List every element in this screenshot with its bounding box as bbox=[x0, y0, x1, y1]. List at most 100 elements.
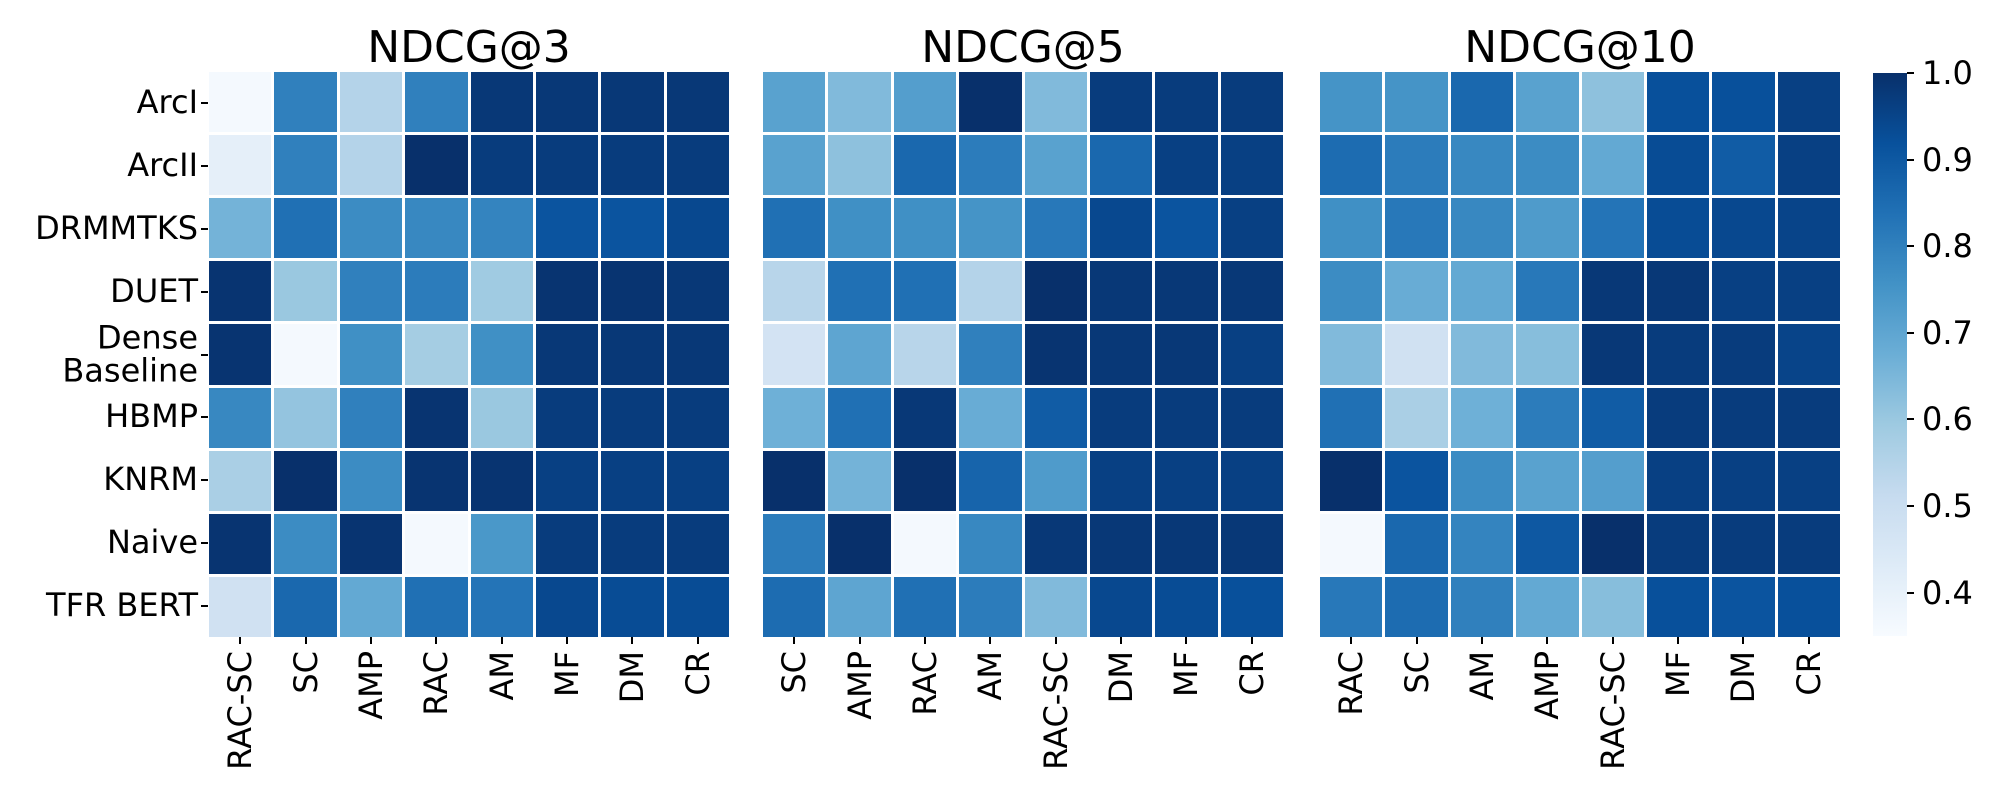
heatmap-cell bbox=[1712, 576, 1775, 637]
colorbar-tick-mark bbox=[1907, 418, 1914, 421]
x-tick-label: CR bbox=[1232, 651, 1271, 696]
heatmap-cell bbox=[959, 198, 1022, 259]
colorbar-tick-mark bbox=[1907, 72, 1914, 74]
heatmap-cell bbox=[1320, 198, 1383, 259]
heatmap-cell bbox=[1220, 450, 1283, 511]
y-tick-label: DRMMTKS bbox=[35, 209, 198, 248]
heatmap-cell bbox=[1450, 387, 1514, 448]
heatmap-cell bbox=[1581, 450, 1644, 511]
heatmap-grid-ndcg10 bbox=[1320, 72, 1840, 637]
heatmap-cell bbox=[1581, 198, 1644, 259]
heatmap-cell bbox=[666, 324, 729, 385]
x-tick-mark bbox=[1611, 637, 1614, 644]
x-tick-label: DM bbox=[1102, 651, 1141, 704]
heatmap-cell bbox=[1450, 576, 1514, 637]
x-tick-mark bbox=[1480, 637, 1483, 644]
x-tick-mark bbox=[239, 637, 242, 644]
x-tick-label: MF bbox=[1167, 651, 1206, 698]
heatmap-cell bbox=[1089, 513, 1153, 574]
heatmap-cell bbox=[1516, 72, 1579, 133]
heatmap-cell bbox=[1777, 135, 1840, 196]
heatmap-cell bbox=[1024, 324, 1087, 385]
heatmap-cell bbox=[1385, 513, 1448, 574]
colorbar-tick-label: 0.4 bbox=[1922, 573, 1973, 612]
heatmap-cell bbox=[666, 135, 729, 196]
heatmap-cell bbox=[893, 261, 957, 322]
heatmap-cell bbox=[1089, 72, 1153, 133]
colorbar-tick-label: 0.8 bbox=[1922, 227, 1973, 266]
x-tick-mark bbox=[1546, 637, 1549, 644]
heatmap-cell bbox=[959, 387, 1022, 448]
x-tick-label: CR bbox=[1789, 651, 1828, 696]
heatmap-cell bbox=[1320, 513, 1383, 574]
heatmap-cell bbox=[274, 198, 337, 259]
heatmap-cell bbox=[601, 135, 664, 196]
heatmap-cell bbox=[1220, 135, 1283, 196]
x-tick-mark bbox=[1350, 637, 1353, 644]
heatmap-cell bbox=[405, 450, 468, 511]
heatmap-cell bbox=[1024, 261, 1087, 322]
heatmap-cell bbox=[405, 261, 468, 322]
x-tick-mark bbox=[566, 637, 569, 644]
heatmap-cell bbox=[1581, 513, 1644, 574]
x-tick-mark bbox=[696, 637, 699, 644]
heatmap-cell bbox=[1155, 513, 1218, 574]
colorbar-tick-label: 1.0 bbox=[1922, 54, 1973, 92]
heatmap-cell bbox=[339, 135, 403, 196]
heatmap-cell bbox=[828, 198, 891, 259]
x-tick-mark bbox=[1677, 637, 1680, 644]
heatmap-cell bbox=[1024, 135, 1087, 196]
heatmap-cell bbox=[274, 72, 337, 133]
heatmap-cell bbox=[1089, 198, 1153, 259]
heatmap-cell bbox=[959, 72, 1022, 133]
y-tick-mark bbox=[201, 290, 208, 293]
heatmap-cell bbox=[1089, 261, 1153, 322]
y-tick-mark bbox=[201, 604, 208, 607]
x-tick-label: RAC bbox=[1332, 651, 1371, 716]
y-tick-label: ArcII bbox=[127, 146, 198, 185]
heatmap-cell bbox=[1385, 324, 1448, 385]
heatmap-cell bbox=[1450, 450, 1514, 511]
heatmap-cell bbox=[893, 135, 957, 196]
heatmap-title-ndcg10: NDCG@10 bbox=[1464, 22, 1696, 73]
heatmap-cell bbox=[763, 513, 826, 574]
heatmap-cell bbox=[1516, 198, 1579, 259]
heatmap-cell bbox=[1516, 387, 1579, 448]
x-tick-mark bbox=[1120, 637, 1123, 644]
heatmap-cell bbox=[1646, 261, 1710, 322]
heatmap-cell bbox=[1385, 450, 1448, 511]
heatmap-cell bbox=[1320, 261, 1383, 322]
heatmap-cell bbox=[1646, 513, 1710, 574]
x-tick-label: AM bbox=[482, 651, 521, 701]
heatmap-cell bbox=[405, 324, 468, 385]
heatmap-cell bbox=[1646, 198, 1710, 259]
heatmap-cell bbox=[1155, 261, 1218, 322]
y-tick-mark bbox=[201, 227, 208, 230]
heatmap-cell bbox=[405, 576, 468, 637]
heatmap-cell bbox=[535, 576, 599, 637]
heatmap-cell bbox=[1220, 261, 1283, 322]
heatmap-cell bbox=[828, 261, 891, 322]
heatmap-cell bbox=[763, 135, 826, 196]
heatmap-cell bbox=[1712, 387, 1775, 448]
colorbar-tick-label: 0.7 bbox=[1922, 313, 1973, 352]
heatmap-cell bbox=[601, 324, 664, 385]
heatmap-cell bbox=[470, 576, 533, 637]
heatmap-cell bbox=[470, 387, 533, 448]
x-tick-label: DM bbox=[1724, 651, 1763, 704]
heatmap-cell bbox=[1450, 198, 1514, 259]
heatmap-cell bbox=[601, 513, 664, 574]
heatmap-cell bbox=[893, 513, 957, 574]
heatmap-cell bbox=[828, 387, 891, 448]
heatmap-cell bbox=[209, 450, 272, 511]
heatmap-cell bbox=[1646, 135, 1710, 196]
heatmap-cell bbox=[1450, 261, 1514, 322]
colorbar-tick-mark bbox=[1907, 505, 1914, 508]
heatmap-cell bbox=[1320, 324, 1383, 385]
heatmap-cell bbox=[601, 576, 664, 637]
heatmap-cell bbox=[1155, 198, 1218, 259]
heatmap-cell bbox=[274, 450, 337, 511]
x-tick-label: SC bbox=[775, 651, 814, 694]
x-tick-label: RAC-SC bbox=[221, 651, 260, 770]
heatmap-cell bbox=[339, 513, 403, 574]
